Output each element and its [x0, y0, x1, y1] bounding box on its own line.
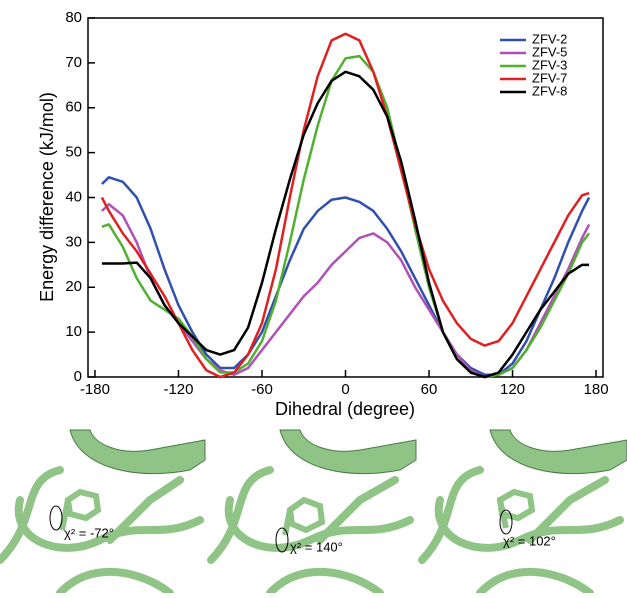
x-tick-label: 120: [500, 381, 525, 398]
x-tick-label: 0: [341, 381, 349, 398]
y-axis-label: Energy difference (kJ/mol): [37, 92, 57, 302]
panel-label: χ² = 102°: [503, 533, 556, 548]
y-tick-label: 10: [65, 323, 82, 340]
panel: χ² = 102°: [422, 430, 627, 593]
figure: χ² = -72° χ² = 140° χ² = 102° Dihedral (…: [0, 0, 627, 593]
y-tick-label: 20: [65, 278, 82, 295]
y-tick-label: 70: [65, 54, 82, 71]
y-tick-label: 80: [65, 9, 82, 26]
x-tick-label: 60: [421, 381, 438, 398]
x-tick-label: -60: [251, 381, 273, 398]
y-tick-label: 40: [65, 188, 82, 205]
panel: χ² = -72°: [0, 430, 205, 593]
panel-label: χ² = 140°: [290, 539, 343, 554]
series-line: [102, 177, 589, 374]
panel-label: χ² = -72°: [64, 525, 114, 540]
y-tick-label: 50: [65, 144, 82, 161]
series-line: [102, 56, 589, 377]
y-tick-label: 60: [65, 99, 82, 116]
y-tick-label: 30: [65, 233, 82, 250]
panel: χ² = 140°: [211, 430, 416, 593]
legend-label: ZFV-8: [532, 83, 567, 98]
x-tick-label: -120: [163, 381, 193, 398]
series-line: [102, 34, 589, 377]
x-tick-label: 180: [584, 381, 609, 398]
x-tick-label: -180: [80, 381, 110, 398]
y-tick-label: 0: [74, 368, 82, 385]
x-axis-label: Dihedral (degree): [275, 399, 415, 419]
structure-panels: χ² = -72° χ² = 140° χ² = 102°: [0, 430, 627, 593]
page: χ² = -72° χ² = 140° χ² = 102° Dihedral (…: [0, 0, 627, 598]
series-line: [102, 72, 589, 377]
